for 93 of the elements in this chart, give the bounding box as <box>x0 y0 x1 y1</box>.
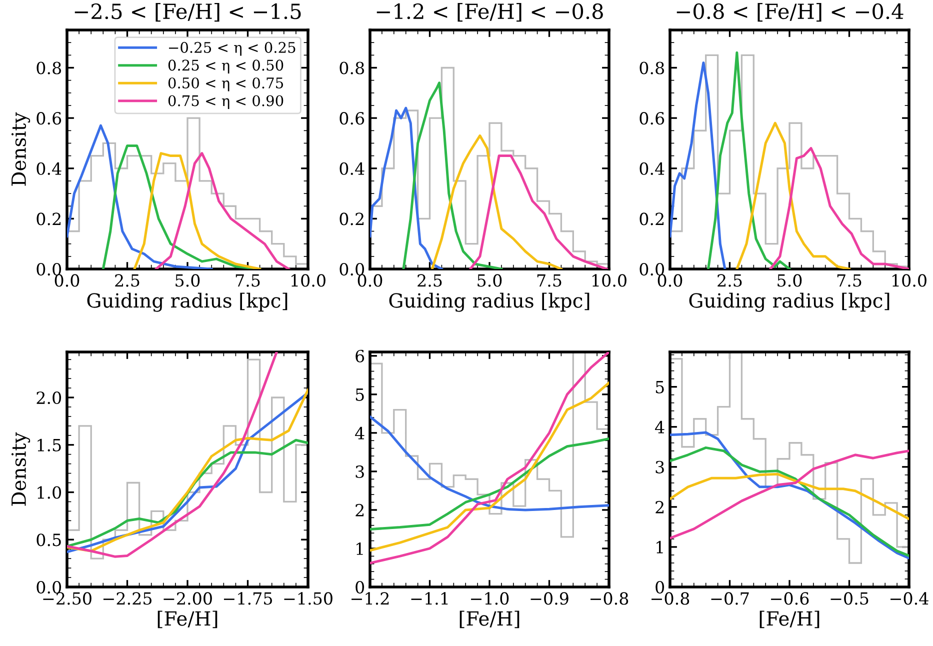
x-tick-label: −1.2 <box>352 592 389 605</box>
x-axis-title: [Fe/H] <box>460 610 520 628</box>
y-tick-label: 4 <box>655 420 664 434</box>
y-tick-label: 0.8 <box>640 62 664 74</box>
y-tick-label: 0.4 <box>36 162 62 175</box>
y-tick-label: 1 <box>356 542 363 555</box>
line-series <box>736 122 850 269</box>
y-tick-label: 0.0 <box>36 262 62 276</box>
x-axis-title: [Fe/H] <box>158 610 218 628</box>
line-series <box>402 82 503 269</box>
y-tick-label: 1 <box>656 540 663 554</box>
x-axis-title: Guiding radius [kpc] <box>389 292 590 312</box>
y-tick-label: 4 <box>355 426 364 440</box>
y-tick-label: 0 <box>656 580 664 594</box>
x-tick-label: 2.5 <box>115 274 140 287</box>
line-series <box>706 51 791 269</box>
y-tick-label: 3 <box>656 460 664 474</box>
x-tick-label: 5.0 <box>176 274 200 287</box>
y-tick-label: 0.6 <box>340 112 364 125</box>
chart-title: −1.2 < [Fe/H] < −0.8 <box>376 3 603 22</box>
x-axis-title: Guiding radius [kpc] <box>689 292 890 312</box>
chart-title: −2.5 < [Fe/H] < −1.5 <box>74 3 301 22</box>
line-series <box>670 472 909 520</box>
line-series <box>370 415 609 512</box>
x-tick-label: 7.5 <box>537 274 562 287</box>
x-tick-label: −2.00 <box>164 592 212 605</box>
legend-label: −0.25 < η < 0.25 <box>169 42 296 56</box>
legend-label: 0.25 < η < 0.50 <box>168 60 284 74</box>
x-tick-label: −1.0 <box>471 592 509 605</box>
legend-label: 0.50 < η < 0.75 <box>168 77 283 92</box>
x-tick-label: 5.0 <box>478 274 502 287</box>
y-tick-label: 5 <box>356 388 364 401</box>
y-tick-label: 0 <box>356 580 364 594</box>
y-tick-label: 0.2 <box>340 212 364 226</box>
y-tick-label: 0.8 <box>36 62 62 74</box>
x-tick-label: −0.7 <box>711 592 749 605</box>
x-tick-label: 7.5 <box>236 274 260 287</box>
y-tick-label: 0.6 <box>640 112 664 125</box>
x-tick-label: 0.0 <box>54 274 80 287</box>
line-series <box>370 106 443 269</box>
x-tick-label: −1.50 <box>284 592 332 605</box>
x-tick-label: 10.0 <box>291 274 326 287</box>
x-tick-label: 7.5 <box>837 274 862 287</box>
line-series <box>67 352 278 558</box>
line-series <box>469 154 608 269</box>
x-tick-label: 10.0 <box>892 274 926 287</box>
x-axis-title: [Fe/H] <box>760 610 820 628</box>
y-tick-label: 0.2 <box>640 212 664 226</box>
y-tick-label: 6 <box>356 350 364 362</box>
line-series <box>670 61 726 269</box>
line-series <box>670 450 909 540</box>
y-tick-label: 2 <box>356 504 364 516</box>
line-series <box>370 437 609 530</box>
chart-title: −0.8 < [Fe/H] < −0.4 <box>676 3 904 22</box>
x-tick-label: 5.0 <box>778 274 802 287</box>
x-tick-label: −1.75 <box>224 592 272 605</box>
x-tick-label: −0.4 <box>890 592 928 605</box>
line-series <box>154 152 290 269</box>
x-tick-label: −0.8 <box>590 592 628 605</box>
x-tick-label: −0.8 <box>652 592 690 605</box>
line-series <box>430 134 562 269</box>
x-tick-label: 2.5 <box>718 274 742 287</box>
y-tick-label: 0.0 <box>640 262 664 276</box>
line-series <box>67 124 213 269</box>
y-axis-title: Density <box>11 112 30 186</box>
x-tick-label: −1.1 <box>411 592 448 605</box>
x-tick-label: −0.9 <box>530 592 568 605</box>
x-tick-label: −0.6 <box>771 592 809 605</box>
y-tick-label: 2 <box>656 500 664 514</box>
y-tick-label: 2.0 <box>36 391 62 404</box>
x-axis-title: Guiding radius [kpc] <box>87 292 288 312</box>
x-tick-label: 2.5 <box>418 274 442 287</box>
x-tick-label: 10.0 <box>592 274 626 287</box>
y-tick-label: 0.4 <box>340 162 364 175</box>
line-series <box>370 382 609 552</box>
line-series <box>133 152 262 269</box>
y-tick-label: 0.0 <box>36 580 62 594</box>
y-tick-label: 0.0 <box>340 262 364 276</box>
y-tick-label: 0.6 <box>36 112 62 125</box>
x-tick-label: −2.50 <box>43 592 92 605</box>
y-tick-label: 0.2 <box>36 212 61 226</box>
y-tick-label: 5 <box>656 381 664 394</box>
y-tick-label: 0.4 <box>640 162 664 175</box>
line-series <box>769 146 909 269</box>
y-tick-label: 3 <box>356 465 364 478</box>
x-tick-label: −2.25 <box>103 592 152 605</box>
y-tick-label: 0.5 <box>36 534 61 546</box>
y-tick-label: 1.0 <box>38 486 62 499</box>
y-axis-title: Density <box>11 432 30 506</box>
x-tick-label: −0.5 <box>830 592 868 605</box>
y-tick-label: 1.5 <box>38 438 61 452</box>
y-tick-label: 0.8 <box>340 62 364 74</box>
legend-label: 0.75 < η < 0.90 <box>168 95 284 110</box>
